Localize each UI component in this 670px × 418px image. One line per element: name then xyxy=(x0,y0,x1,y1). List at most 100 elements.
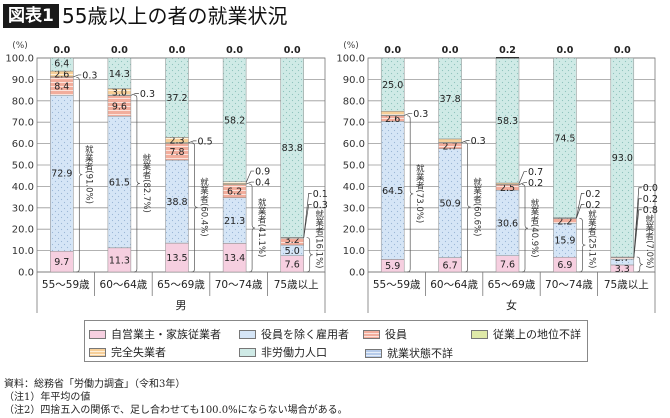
y-tick-label: 80.0 xyxy=(343,96,365,107)
pink-swatch-icon xyxy=(89,329,106,339)
data-label: 83.8 xyxy=(282,143,303,154)
employed-bracket xyxy=(521,184,529,273)
callout-leader xyxy=(633,187,642,258)
callout-leader xyxy=(73,74,82,78)
callout-leader xyxy=(245,170,255,183)
legend-label: 完全失業者 xyxy=(111,346,166,359)
legend-item-not-in-labor-force: 非労働力人口 xyxy=(239,344,327,360)
legend-label: 従業上の地位不詳 xyxy=(493,328,581,341)
bar-segment-not-in-labor-force xyxy=(553,57,577,218)
y-tick-label: 90.0 xyxy=(12,75,34,86)
y-tick-label: 20.0 xyxy=(343,225,365,236)
data-label: 0.2 xyxy=(585,200,600,211)
data-label: 7.6 xyxy=(285,259,300,270)
source-note: 資料：総務省「労働力調査」（令和3年） xyxy=(4,379,186,390)
category-label: 60～64歳 xyxy=(100,279,148,291)
data-label: 50.9 xyxy=(440,199,461,210)
employed-label: 就業者(82.7%) xyxy=(141,153,151,213)
data-label: 3.0 xyxy=(112,87,127,98)
employed-bracket xyxy=(464,141,471,273)
data-label: 0.9 xyxy=(255,167,270,178)
callout-leader xyxy=(518,171,527,184)
legend-item-executives: 役員 xyxy=(363,326,407,342)
dotted-blue-swatch-icon xyxy=(239,329,256,339)
y-tick-label: 90.0 xyxy=(343,75,365,86)
data-label: 0.8 xyxy=(643,205,658,216)
employed-label: 就業者(16.1%) xyxy=(314,209,324,269)
bar-segment-not-in-labor-force xyxy=(495,58,520,184)
y-tick-label: 60.0 xyxy=(343,139,365,150)
callout-leader xyxy=(303,192,312,238)
legend-item-employment-status-unknown: 就業状態不詳 xyxy=(365,345,453,361)
bar-segment-not-in-labor-force xyxy=(165,57,189,138)
employed-bracket xyxy=(191,142,198,273)
callout-leader xyxy=(461,140,470,143)
bar-segment-executives xyxy=(610,257,635,260)
y-tick-label: 0.0 xyxy=(18,268,34,279)
data-label: 2.2 xyxy=(557,216,572,227)
top-value-label: 0.0 xyxy=(384,45,401,56)
y-tick-label: 80.0 xyxy=(12,96,34,107)
data-label: 72.9 xyxy=(51,169,72,180)
data-label: 2.5 xyxy=(500,183,515,194)
data-label: 0.3 xyxy=(413,109,428,120)
bar-segment-not-in-labor-force xyxy=(280,57,304,238)
group-label: 女 xyxy=(506,298,517,312)
y-tick-label: 50.0 xyxy=(343,161,365,172)
data-label: 15.9 xyxy=(554,236,575,247)
employed-label: 就業者(41.1%) xyxy=(256,198,266,258)
bar-segment-not-in-labor-force xyxy=(380,57,405,112)
bar-segment-unemployed xyxy=(222,181,247,184)
callout-leader xyxy=(576,192,585,218)
category-label: 65～69歳 xyxy=(157,279,205,291)
employed-label: 就業者(25.1%) xyxy=(586,209,596,269)
data-label: 0.3 xyxy=(140,89,155,100)
callout-leader xyxy=(518,182,527,186)
striped-salmon-swatch-icon xyxy=(363,329,380,339)
callout-leader xyxy=(245,181,255,185)
data-label: 37.8 xyxy=(440,94,461,105)
bar-segment-not-in-labor-force xyxy=(610,57,635,258)
top-value-label: 0.0 xyxy=(53,45,70,56)
data-label: 2.6 xyxy=(54,69,69,80)
y-tick-label: 0.0 xyxy=(349,268,365,279)
callout-leader xyxy=(188,140,197,144)
legend-label: 役員を除く雇用者 xyxy=(261,328,349,341)
callout-leader xyxy=(303,203,312,238)
data-label: 2.6 xyxy=(385,114,400,125)
legend-item-self-employed: 自営業主・家族従業者 xyxy=(89,326,221,342)
y-axis-unit: (%) xyxy=(343,41,359,51)
category-label: 70～74歳 xyxy=(545,279,593,291)
employed-label: 就業者(60.4%) xyxy=(199,177,209,237)
top-value-label: 0.0 xyxy=(284,45,301,56)
y-tick-label: 50.0 xyxy=(12,161,34,172)
data-label: 21.3 xyxy=(224,216,245,227)
data-label: 0.3 xyxy=(82,70,97,81)
employed-label: 就業者(40.9%) xyxy=(529,198,539,258)
y-tick-label: 30.0 xyxy=(12,203,34,214)
employed-bracket xyxy=(579,217,586,273)
legend-item-employees: 役員を除く雇用者 xyxy=(239,326,349,342)
y-tick-label: 100.0 xyxy=(336,54,365,65)
footnotes: 資料：総務省「労働力調査」（令和3年） （注1）年平均の値 （注2）四捨五入の関… xyxy=(4,378,348,417)
striped-blue-swatch-icon xyxy=(365,348,382,358)
category-label: 55～59歳 xyxy=(42,279,90,291)
bar-segment-not-in-labor-force xyxy=(222,57,247,182)
note-1: （注1）年平均の値 xyxy=(4,392,91,403)
data-label: 6.9 xyxy=(557,260,572,271)
category-label: 75歳以上 xyxy=(604,279,649,291)
data-label: 0.4 xyxy=(255,178,270,189)
data-label: 11.3 xyxy=(109,255,130,266)
top-value-label: 0.2 xyxy=(499,45,516,56)
data-label: 0.3 xyxy=(313,200,328,211)
data-label: 13.4 xyxy=(224,253,245,264)
category-label: 75歳以上 xyxy=(274,279,319,291)
top-value-label: 0.0 xyxy=(614,45,631,56)
y-tick-label: 20.0 xyxy=(12,225,34,236)
category-label: 55～59歳 xyxy=(373,279,421,291)
employed-bracket xyxy=(249,183,256,273)
data-label: 0.7 xyxy=(528,167,543,178)
striped-orange-swatch-icon xyxy=(89,347,106,357)
data-label: 6.7 xyxy=(443,260,458,271)
y-tick-label: 70.0 xyxy=(343,118,365,129)
